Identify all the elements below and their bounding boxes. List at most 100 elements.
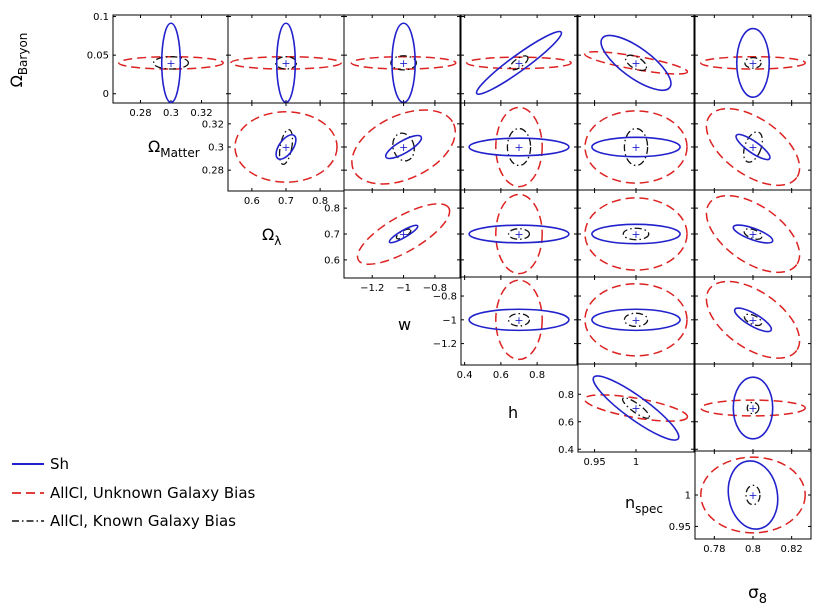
tick-label-y: 0.8 — [558, 390, 574, 401]
contour-allcl-known — [623, 127, 649, 167]
contour-allcl-known — [509, 55, 529, 71]
tick-label-y: 0.28 — [202, 166, 224, 177]
tick-label-x: 0.95 — [583, 457, 605, 468]
tick-label-y: 0.32 — [202, 119, 224, 130]
contour-allcl-unknown — [700, 55, 806, 70]
contour-allcl-unknown — [350, 55, 457, 70]
contour-allcl-unknown — [495, 279, 543, 361]
panel-ob-s8: + — [694, 14, 812, 104]
panel-frame — [577, 276, 695, 366]
contour-allcl-known — [744, 56, 762, 69]
contour-allcl-known — [742, 131, 764, 163]
contour-sh — [275, 133, 297, 161]
contour-allcl-unknown — [495, 193, 543, 275]
contour-sh — [733, 307, 773, 333]
fiducial-marker: + — [631, 314, 640, 327]
contour-allcl-unknown — [700, 456, 806, 534]
param-label-h: h — [508, 403, 518, 422]
contour-allcl-known — [623, 312, 649, 328]
contour-allcl-unknown — [584, 282, 688, 357]
legend-label: Sh — [50, 455, 69, 473]
panel-ob-ol: + — [227, 14, 345, 104]
panel-ol-ns: + — [577, 189, 695, 279]
contour-sh — [592, 375, 680, 441]
fiducial-marker: + — [748, 314, 757, 327]
tick-label-x: 0.82 — [781, 544, 803, 555]
param-label-w: w — [398, 315, 411, 334]
contour-sh — [591, 308, 681, 332]
contour-sh — [735, 27, 771, 98]
contour-allcl-unknown — [705, 194, 801, 274]
panel-ob-h: + — [460, 14, 578, 104]
tick-label-y: 0.1 — [93, 12, 109, 23]
legend-label: AllCl, Unknown Galaxy Bias — [50, 484, 256, 502]
contour-allcl-known — [746, 401, 760, 415]
fiducial-marker: + — [631, 402, 640, 415]
param-label-om: ΩMatter — [148, 137, 200, 160]
fiducial-marker: + — [631, 57, 640, 70]
contour-sh — [735, 133, 771, 161]
panel-om-ns: + — [577, 102, 695, 192]
fiducial-marker: + — [514, 228, 523, 241]
contour-allcl-unknown — [234, 111, 338, 183]
fiducial-marker: + — [281, 57, 290, 70]
contour-sh — [591, 136, 681, 158]
panel-frame — [577, 102, 695, 192]
tick-label-y: −1 — [442, 315, 457, 326]
contour-sh — [732, 376, 774, 440]
contour-allcl-unknown — [705, 107, 801, 187]
contour-allcl-known — [278, 128, 294, 166]
tick-label-x: 0.7 — [278, 196, 294, 207]
panels-layer: + + + + + + + + + + + + + + + + + + + + + — [112, 14, 812, 540]
panel-om-w: + — [343, 102, 461, 192]
param-label-ol: Ωλ — [262, 225, 281, 248]
panel-h-s8: + — [694, 363, 812, 453]
tick-label-x: 0.3 — [163, 108, 179, 119]
legend-entry-1: AllCl, Unknown Galaxy Bias — [12, 484, 256, 502]
tick-label-x: 0.8 — [745, 544, 761, 555]
param-label-ns: nspec — [625, 493, 663, 516]
param-labels-layer: 00.050.10.28 0.3 0.320.280.30.320.6 0.7 0.80… — [7, 12, 803, 607]
contour-sh — [468, 308, 570, 332]
tick-label-y: 1 — [685, 491, 691, 502]
tick-label-x: 1 — [633, 457, 639, 468]
contour-sh — [275, 22, 297, 104]
panel-frame — [460, 276, 578, 366]
tick-label-y: −0.8 — [433, 292, 457, 303]
param-label-s8: σ8 — [748, 583, 767, 607]
contour-sh — [388, 224, 419, 244]
fiducial-marker: + — [748, 57, 757, 70]
fiducial-marker: + — [399, 228, 408, 241]
contour-sh — [591, 223, 681, 245]
contour-allcl-unknown — [700, 399, 806, 417]
fiducial-marker: + — [748, 141, 757, 154]
tick-label-y: 0.8 — [324, 204, 340, 215]
tick-label-x: 0.4 — [457, 370, 473, 381]
contour-sh — [384, 134, 423, 160]
tick-label-x: 0.6 — [493, 370, 509, 381]
fiducial-marker: + — [514, 314, 523, 327]
tick-label-x: 0.8 — [529, 370, 545, 381]
fiducial-marker: + — [748, 402, 757, 415]
legend-label: AllCl, Known Galaxy Bias — [50, 512, 236, 530]
legend-entry-0: Sh — [12, 455, 69, 473]
fiducial-marker: + — [514, 57, 523, 70]
contour-allcl-known — [506, 127, 532, 167]
tick-label-y: 0.3 — [208, 143, 224, 154]
tick-label-y: 0.7 — [324, 230, 340, 241]
tick-label-y: 0.95 — [669, 522, 691, 533]
panel-frame — [460, 189, 578, 279]
tick-label-y: 0.05 — [87, 51, 109, 62]
panel-ol-h: + — [460, 189, 578, 279]
fiducial-marker: + — [399, 57, 408, 70]
panel-w-s8: + — [694, 276, 812, 366]
fiducial-marker: + — [748, 489, 757, 502]
tick-label-y: 0 — [103, 89, 109, 100]
tick-label-x: 0.6 — [244, 196, 260, 207]
contour-sh — [468, 137, 570, 157]
param-label-ob: ΩBaryon — [7, 33, 30, 88]
contour-sh — [727, 460, 779, 530]
contour-allcl-unknown — [705, 280, 801, 359]
tick-label-x: 0.28 — [129, 108, 151, 119]
